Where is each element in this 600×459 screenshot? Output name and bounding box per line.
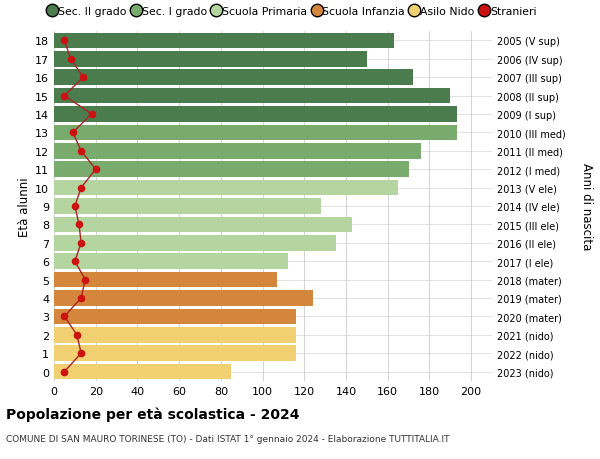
Bar	[54, 327, 296, 343]
Bar	[54, 144, 421, 159]
Y-axis label: Anni di nascita: Anni di nascita	[580, 163, 593, 250]
Bar	[54, 89, 450, 104]
Bar	[54, 162, 409, 178]
Text: Popolazione per età scolastica - 2024: Popolazione per età scolastica - 2024	[6, 406, 299, 421]
Bar	[54, 70, 413, 86]
Bar	[54, 125, 457, 141]
Y-axis label: Età alunni: Età alunni	[18, 177, 31, 236]
Bar	[54, 254, 287, 269]
Bar	[54, 107, 457, 123]
Bar	[54, 235, 335, 251]
Bar	[54, 199, 321, 214]
Bar	[54, 52, 367, 67]
Bar	[54, 34, 394, 49]
Bar	[54, 291, 313, 306]
Bar	[54, 309, 296, 325]
Bar	[54, 364, 231, 380]
Legend: Sec. II grado, Sec. I grado, Scuola Primaria, Scuola Infanzia, Asilo Nido, Stran: Sec. II grado, Sec. I grado, Scuola Prim…	[45, 2, 541, 21]
Bar	[54, 180, 398, 196]
Bar	[54, 217, 352, 233]
Bar	[54, 272, 277, 288]
Text: COMUNE DI SAN MAURO TORINESE (TO) - Dati ISTAT 1° gennaio 2024 - Elaborazione TU: COMUNE DI SAN MAURO TORINESE (TO) - Dati…	[6, 434, 449, 443]
Bar	[54, 346, 296, 361]
